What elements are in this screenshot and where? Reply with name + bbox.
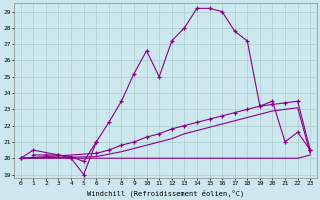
X-axis label: Windchill (Refroidissement éolien,°C): Windchill (Refroidissement éolien,°C) [87,189,244,197]
